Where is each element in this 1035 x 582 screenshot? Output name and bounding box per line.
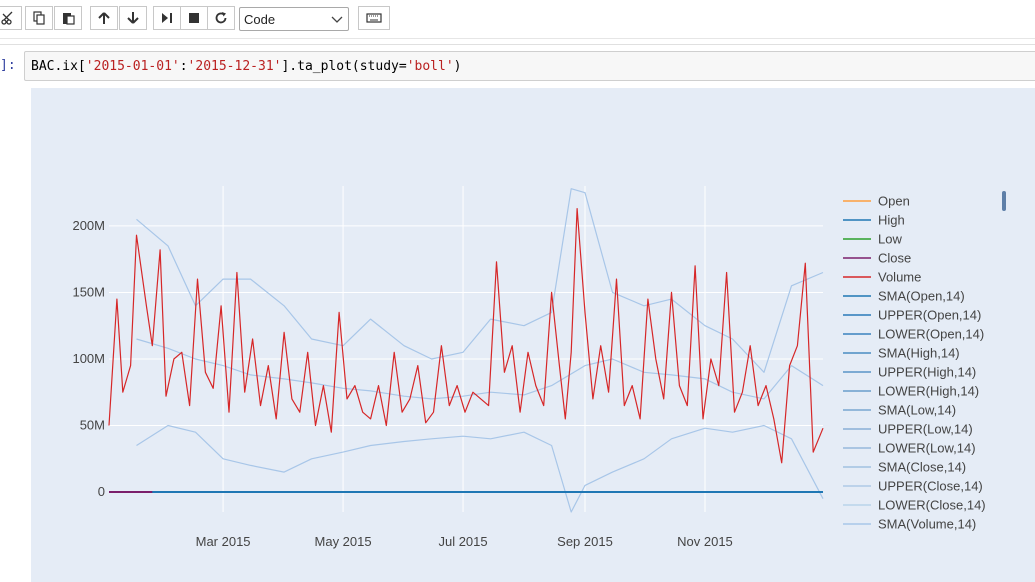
code-part: :: [179, 59, 188, 74]
legend-item: Open: [878, 194, 910, 209]
chevron-down-icon: [331, 16, 343, 23]
legend-item: Close: [878, 251, 911, 266]
stop-icon[interactable]: [180, 6, 208, 30]
move-down-icon[interactable]: [119, 6, 147, 30]
y-tick-label: 150M: [72, 284, 105, 299]
code-input[interactable]: BAC.ix['2015-01-01':'2015-12-31'].ta_plo…: [24, 51, 1035, 81]
x-tick-label: Jul 2015: [438, 534, 487, 549]
series-line-sma-volume-14: [136, 338, 824, 400]
copy-icon[interactable]: [25, 6, 53, 30]
legend-item: UPPER(Close,14): [878, 479, 983, 494]
legend-item: UPPER(Open,14): [878, 308, 981, 323]
cell-type-select[interactable]: Code: [239, 7, 349, 31]
legend-item: LOWER(High,14): [878, 384, 979, 399]
code-string: '2015-01-01': [85, 59, 180, 74]
toolbar-separator: [0, 44, 1035, 45]
legend-item: SMA(Close,14): [878, 460, 966, 475]
legend-item: Volume: [878, 270, 921, 285]
code-string: '2015-12-31': [187, 59, 282, 74]
y-tick-label: 200M: [72, 218, 105, 233]
cell-prompt: ]:: [0, 58, 16, 73]
cut-icon[interactable]: [0, 6, 22, 30]
x-tick-label: May 2015: [315, 534, 372, 549]
cell-type-value: Code: [244, 12, 276, 27]
paste-icon[interactable]: [54, 6, 82, 30]
legend-item: UPPER(Low,14): [878, 422, 973, 437]
legend-scrollbar: [1002, 191, 1006, 211]
run-icon[interactable]: [153, 6, 181, 30]
legend-item: High: [878, 213, 905, 228]
legend-item: SMA(Open,14): [878, 289, 965, 304]
series-line-lower-volume-14: [136, 424, 824, 513]
notebook-toolbar: Code: [0, 0, 1035, 39]
y-tick-label: 100M: [72, 351, 105, 366]
legend-item: LOWER(Open,14): [878, 327, 984, 342]
legend-item: UPPER(High,14): [878, 365, 976, 380]
legend-item: SMA(High,14): [878, 346, 960, 361]
bollinger-chart[interactable]: 0 50M 100M 150M 200M Mar 2015 May 2015 Jul 2015…: [31, 88, 1035, 582]
code-part: ): [453, 59, 462, 74]
series-line-upper-volume-14: [136, 188, 824, 373]
x-tick-label: Sep 2015: [557, 534, 613, 549]
code-text: BAC.ix['2015-01-01':'2015-12-31'].ta_plo…: [31, 59, 462, 74]
code-part: ].ta_plot(study=: [281, 59, 407, 74]
restart-icon[interactable]: [207, 6, 235, 30]
plot-output[interactable]: 0 50M 100M 150M 200M Mar 2015 May 2015 Jul 2015…: [31, 88, 1035, 582]
y-tick-label: 50M: [80, 418, 105, 433]
legend-item: LOWER(Close,14): [878, 498, 986, 513]
keyboard-icon[interactable]: [358, 6, 390, 30]
x-tick-label: Mar 2015: [196, 534, 251, 549]
legend-item: SMA(Volume,14): [878, 517, 976, 532]
legend-item: Low: [878, 232, 902, 247]
series-line-volume: [108, 207, 824, 464]
x-tick-label: Nov 2015: [677, 534, 733, 549]
y-tick-label: 0: [98, 484, 105, 499]
move-up-icon[interactable]: [90, 6, 118, 30]
code-part: BAC.ix[: [31, 59, 86, 74]
legend-item: LOWER(Low,14): [878, 441, 976, 456]
code-string: 'boll': [406, 59, 454, 74]
legend-item: SMA(Low,14): [878, 403, 956, 418]
